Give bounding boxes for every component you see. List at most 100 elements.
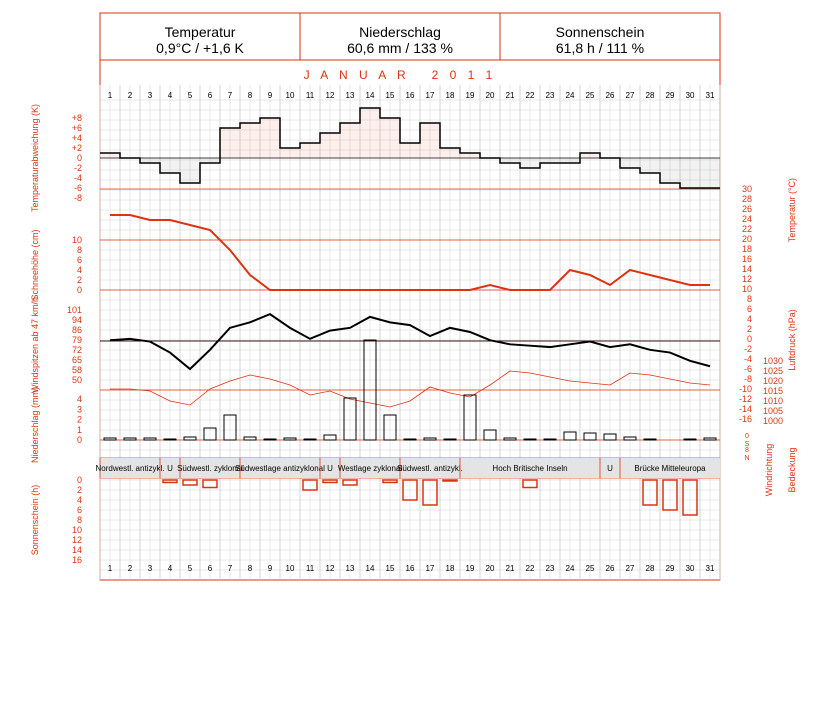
precip-bar [303, 438, 317, 441]
tick-label-temp_dev: -4 [74, 173, 82, 183]
day-label-bottom: 19 [466, 564, 475, 573]
temp-dev-bar [360, 108, 380, 158]
day-label-top: 27 [626, 91, 635, 100]
day-label-top: 20 [486, 91, 495, 100]
day-label-bottom: 28 [646, 564, 655, 573]
day-label-top: 26 [606, 91, 615, 100]
tick-label-temp_dev: -2 [74, 163, 82, 173]
tick-label-temperature: 10 [742, 284, 752, 294]
day-label-bottom: 8 [248, 564, 253, 573]
day-label-bottom: 24 [566, 564, 575, 573]
precip-bar [543, 438, 557, 441]
weather-type-label: Südwestlage antizyklonal [235, 464, 325, 473]
day-label-bottom: 30 [686, 564, 695, 573]
day-label-top: 12 [326, 91, 335, 100]
tick-label-pressure: 1000 [763, 416, 783, 426]
temp-dev-bar [380, 118, 400, 158]
day-label-top: 31 [706, 91, 715, 100]
tick-label-precip: 1 [77, 425, 82, 435]
tick-label-precip: 2 [77, 415, 82, 425]
temp-dev-bar [200, 158, 220, 163]
tick-label-wind: 79 [72, 335, 82, 345]
sunshine-bar [642, 479, 658, 506]
precip-bar [243, 436, 257, 441]
day-label-top: 6 [208, 91, 213, 100]
day-label-top: 14 [366, 91, 375, 100]
sunshine-bar [322, 479, 338, 484]
precip-bar [123, 437, 137, 441]
tick-label-sunshine: 8 [77, 515, 82, 525]
sunshine-bar [522, 479, 538, 489]
day-label-bottom: 15 [386, 564, 395, 573]
tick-label-sunshine: 10 [72, 525, 82, 535]
tick-label-precip: 4 [77, 394, 82, 404]
tick-label-temperature: -14 [739, 404, 752, 414]
tick-label-snow: 8 [77, 245, 82, 255]
axis-title-cloud: Bedeckung [787, 447, 797, 492]
tick-label-temperature: 26 [742, 204, 752, 214]
day-label-bottom: 7 [228, 564, 233, 573]
weather-type-label: Südwestl. zyklonal [177, 464, 243, 473]
tick-label-temperature: 4 [747, 314, 752, 324]
tick-label-pressure: 1025 [763, 366, 783, 376]
precip-bar [383, 414, 397, 441]
day-label-top: 23 [546, 91, 555, 100]
sunshine-bar [422, 479, 438, 506]
tick-label-temperature: -10 [739, 384, 752, 394]
sunshine-bar [342, 479, 358, 486]
tick-label-temperature: 24 [742, 214, 752, 224]
day-label-top: 15 [386, 91, 395, 100]
day-label-top: 5 [188, 91, 193, 100]
sunshine-bar [302, 479, 318, 491]
precip-bar [263, 438, 277, 441]
tick-label-temperature: -12 [739, 394, 752, 404]
tick-label-pressure: 1010 [763, 396, 783, 406]
day-label-top: 29 [666, 91, 675, 100]
temp-dev-bar [280, 148, 300, 158]
day-label-top: 4 [168, 91, 173, 100]
precip-bar [363, 339, 377, 441]
day-label-top: 13 [346, 91, 355, 100]
temp-dev-bar [440, 148, 460, 158]
temp-dev-bar [660, 158, 680, 183]
temp-dev-bar [460, 153, 480, 158]
tick-label-pressure: 1005 [763, 406, 783, 416]
tick-label-wind: 94 [72, 315, 82, 325]
temp-dev-bar [320, 133, 340, 158]
tick-label-wind: 65 [72, 355, 82, 365]
precip-bar [603, 433, 617, 441]
precip-bar [163, 438, 177, 441]
precip-bar [443, 438, 457, 441]
temp-dev-bar [240, 123, 260, 158]
tick-label-temperature: 28 [742, 194, 752, 204]
winddir-letter: N [744, 455, 749, 462]
day-label-bottom: 17 [426, 564, 435, 573]
temp-dev-line [100, 107, 720, 189]
tick-label-temperature: -2 [744, 344, 752, 354]
tick-label-temp_dev: 0 [77, 153, 82, 163]
day-label-bottom: 22 [526, 564, 535, 573]
weather-type-label: Südwestl. antizykl. [397, 464, 463, 473]
precip-bar [343, 397, 357, 441]
tick-label-wind: 58 [72, 365, 82, 375]
day-label-bottom: 12 [326, 564, 335, 573]
tick-label-temp_dev: +4 [72, 133, 82, 143]
day-label-top: 16 [406, 91, 415, 100]
precip-bar [223, 414, 237, 441]
precip-bar [583, 432, 597, 441]
precip-bar [183, 436, 197, 441]
cloud-letter: 8 [745, 447, 749, 454]
temp-dev-bar [140, 158, 160, 163]
tick-label-sunshine: 2 [77, 485, 82, 495]
sunshine-bar [442, 479, 458, 482]
temp-dev-bar [180, 158, 200, 183]
tick-label-sunshine: 14 [72, 545, 82, 555]
tick-label-snow: 4 [77, 265, 82, 275]
tick-label-temperature: 2 [747, 324, 752, 334]
day-label-bottom: 16 [406, 564, 415, 573]
day-label-top: 11 [306, 91, 315, 100]
temp-dev-bar [700, 158, 720, 188]
day-label-top: 21 [506, 91, 515, 100]
sunshine-bar [682, 479, 698, 516]
temp-dev-bar [560, 158, 580, 163]
